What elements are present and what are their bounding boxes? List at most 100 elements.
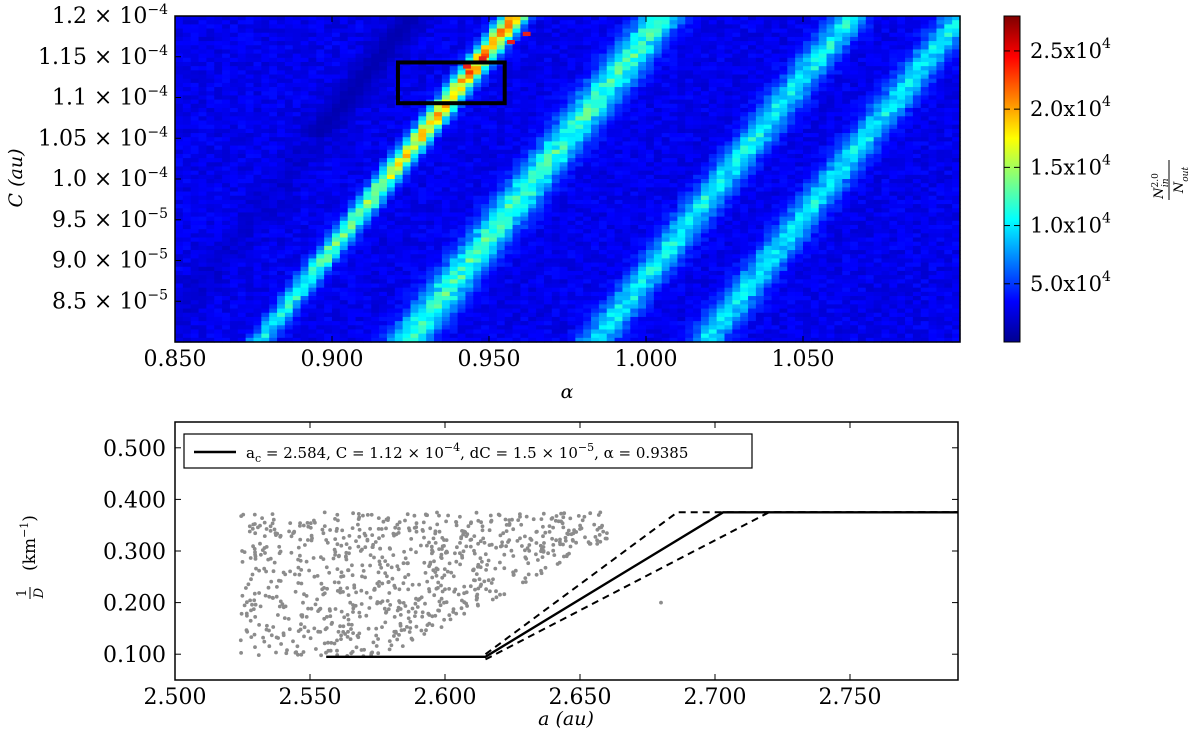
heatmap-cell (245, 250, 255, 255)
heatmap-cell (653, 204, 663, 209)
heatmap-cell (206, 24, 215, 30)
heatmap-cell (449, 275, 459, 280)
heatmap-cell (222, 70, 231, 76)
heatmap-cell (284, 49, 294, 55)
heatmap-cell (551, 87, 561, 92)
heatmap-cell (536, 187, 545, 193)
heatmap-cell (653, 174, 663, 180)
heatmap-cell (182, 153, 192, 159)
heatmap-cell (543, 78, 553, 84)
heatmap-cell (253, 241, 262, 247)
heatmap-cell (347, 158, 357, 163)
heatmap-cell (426, 137, 435, 142)
heatmap-cell (551, 279, 561, 285)
heatmap-cell (339, 141, 349, 147)
heatmap-cell (630, 270, 639, 276)
heatmap-cell (402, 120, 412, 126)
heatmap-cell (292, 166, 302, 172)
heatmap-cell (528, 95, 537, 101)
heatmap-cell (512, 116, 521, 122)
heatmap-cell (316, 300, 325, 305)
heatmap-cell (363, 250, 372, 255)
heatmap-cell (520, 124, 529, 130)
heatmap-cell (308, 45, 317, 51)
heatmap-cell (214, 91, 223, 97)
heatmap-cell (261, 250, 270, 255)
heatmap-cell (332, 187, 341, 193)
heatmap-cell (300, 70, 310, 76)
heatmap-cell (182, 241, 192, 247)
heatmap-cell (332, 137, 341, 142)
heatmap-cell (229, 128, 239, 134)
heatmap-cell (402, 275, 412, 280)
heatmap-cell (457, 308, 467, 314)
heatmap-cell (386, 191, 396, 197)
heatmap-cell (418, 241, 427, 247)
heatmap-cell (646, 66, 655, 71)
heatmap-cell (567, 279, 576, 285)
heatmap-cell (630, 61, 639, 67)
heatmap-cell (591, 24, 600, 30)
heatmap-cell (261, 199, 270, 205)
heatmap-cell (386, 66, 396, 71)
heatmap-cell (449, 262, 459, 268)
heatmap-cell (229, 45, 239, 51)
heatmap-cell (614, 70, 624, 76)
heatmap-cell (426, 291, 435, 297)
heatmap-cell (379, 28, 388, 34)
heatmap-cell (222, 57, 231, 63)
heatmap-cell (622, 57, 631, 63)
heatmap-cell (583, 16, 592, 21)
heatmap-cell (190, 78, 200, 84)
heatmap-cell (371, 45, 380, 51)
heatmap-cell (622, 321, 631, 326)
heatmap-cell (559, 41, 569, 46)
heatmap-cell (591, 233, 600, 239)
heatmap-cell (175, 304, 184, 310)
heatmap-cell (528, 199, 537, 205)
heatmap-cell (536, 45, 545, 51)
heatmap-cell (441, 36, 451, 42)
heatmap-cell (253, 233, 262, 239)
heatmap-cell (269, 254, 278, 260)
heatmap-cell (559, 70, 569, 76)
heatmap-cell (222, 116, 231, 122)
heatmap-cell (528, 275, 537, 280)
heatmap-cell (363, 316, 372, 322)
heatmap-cell (465, 296, 474, 301)
heatmap-cell (504, 254, 514, 260)
heatmap-cell (214, 170, 223, 176)
heatmap-cell (237, 66, 247, 71)
heatmap-cell (269, 170, 278, 176)
heatmap-cell (575, 24, 584, 30)
heatmap-cell (316, 87, 325, 92)
heatmap-cell (229, 262, 239, 268)
heatmap-cell (410, 141, 419, 147)
heatmap-cell (481, 133, 490, 138)
heatmap-cell (504, 66, 514, 71)
heatmap-cell (496, 120, 506, 126)
heatmap-cell (410, 66, 419, 71)
heatmap-cell (284, 95, 294, 101)
heatmap-cell (394, 162, 404, 168)
heatmap-cell (567, 112, 576, 117)
heatmap-cell (379, 241, 388, 247)
heatmap-cell (316, 195, 325, 201)
heatmap-cell (175, 16, 184, 21)
heatmap-cell (269, 333, 278, 339)
heatmap-cell (638, 153, 647, 159)
heatmap-cell (653, 245, 663, 251)
heatmap-cell (245, 245, 255, 251)
heatmap-cell (269, 191, 278, 197)
heatmap-cell (622, 279, 631, 285)
heatmap-cell (457, 229, 467, 234)
heatmap-cell (449, 237, 459, 243)
heatmap-cell (379, 82, 388, 88)
heatmap-cell (332, 179, 341, 184)
heatmap-cell (222, 103, 231, 109)
heatmap-cell (347, 45, 357, 51)
heatmap-cell (284, 304, 294, 310)
heatmap-cell (206, 191, 215, 197)
heatmap-cell (559, 32, 569, 38)
heatmap-cell (324, 187, 333, 193)
